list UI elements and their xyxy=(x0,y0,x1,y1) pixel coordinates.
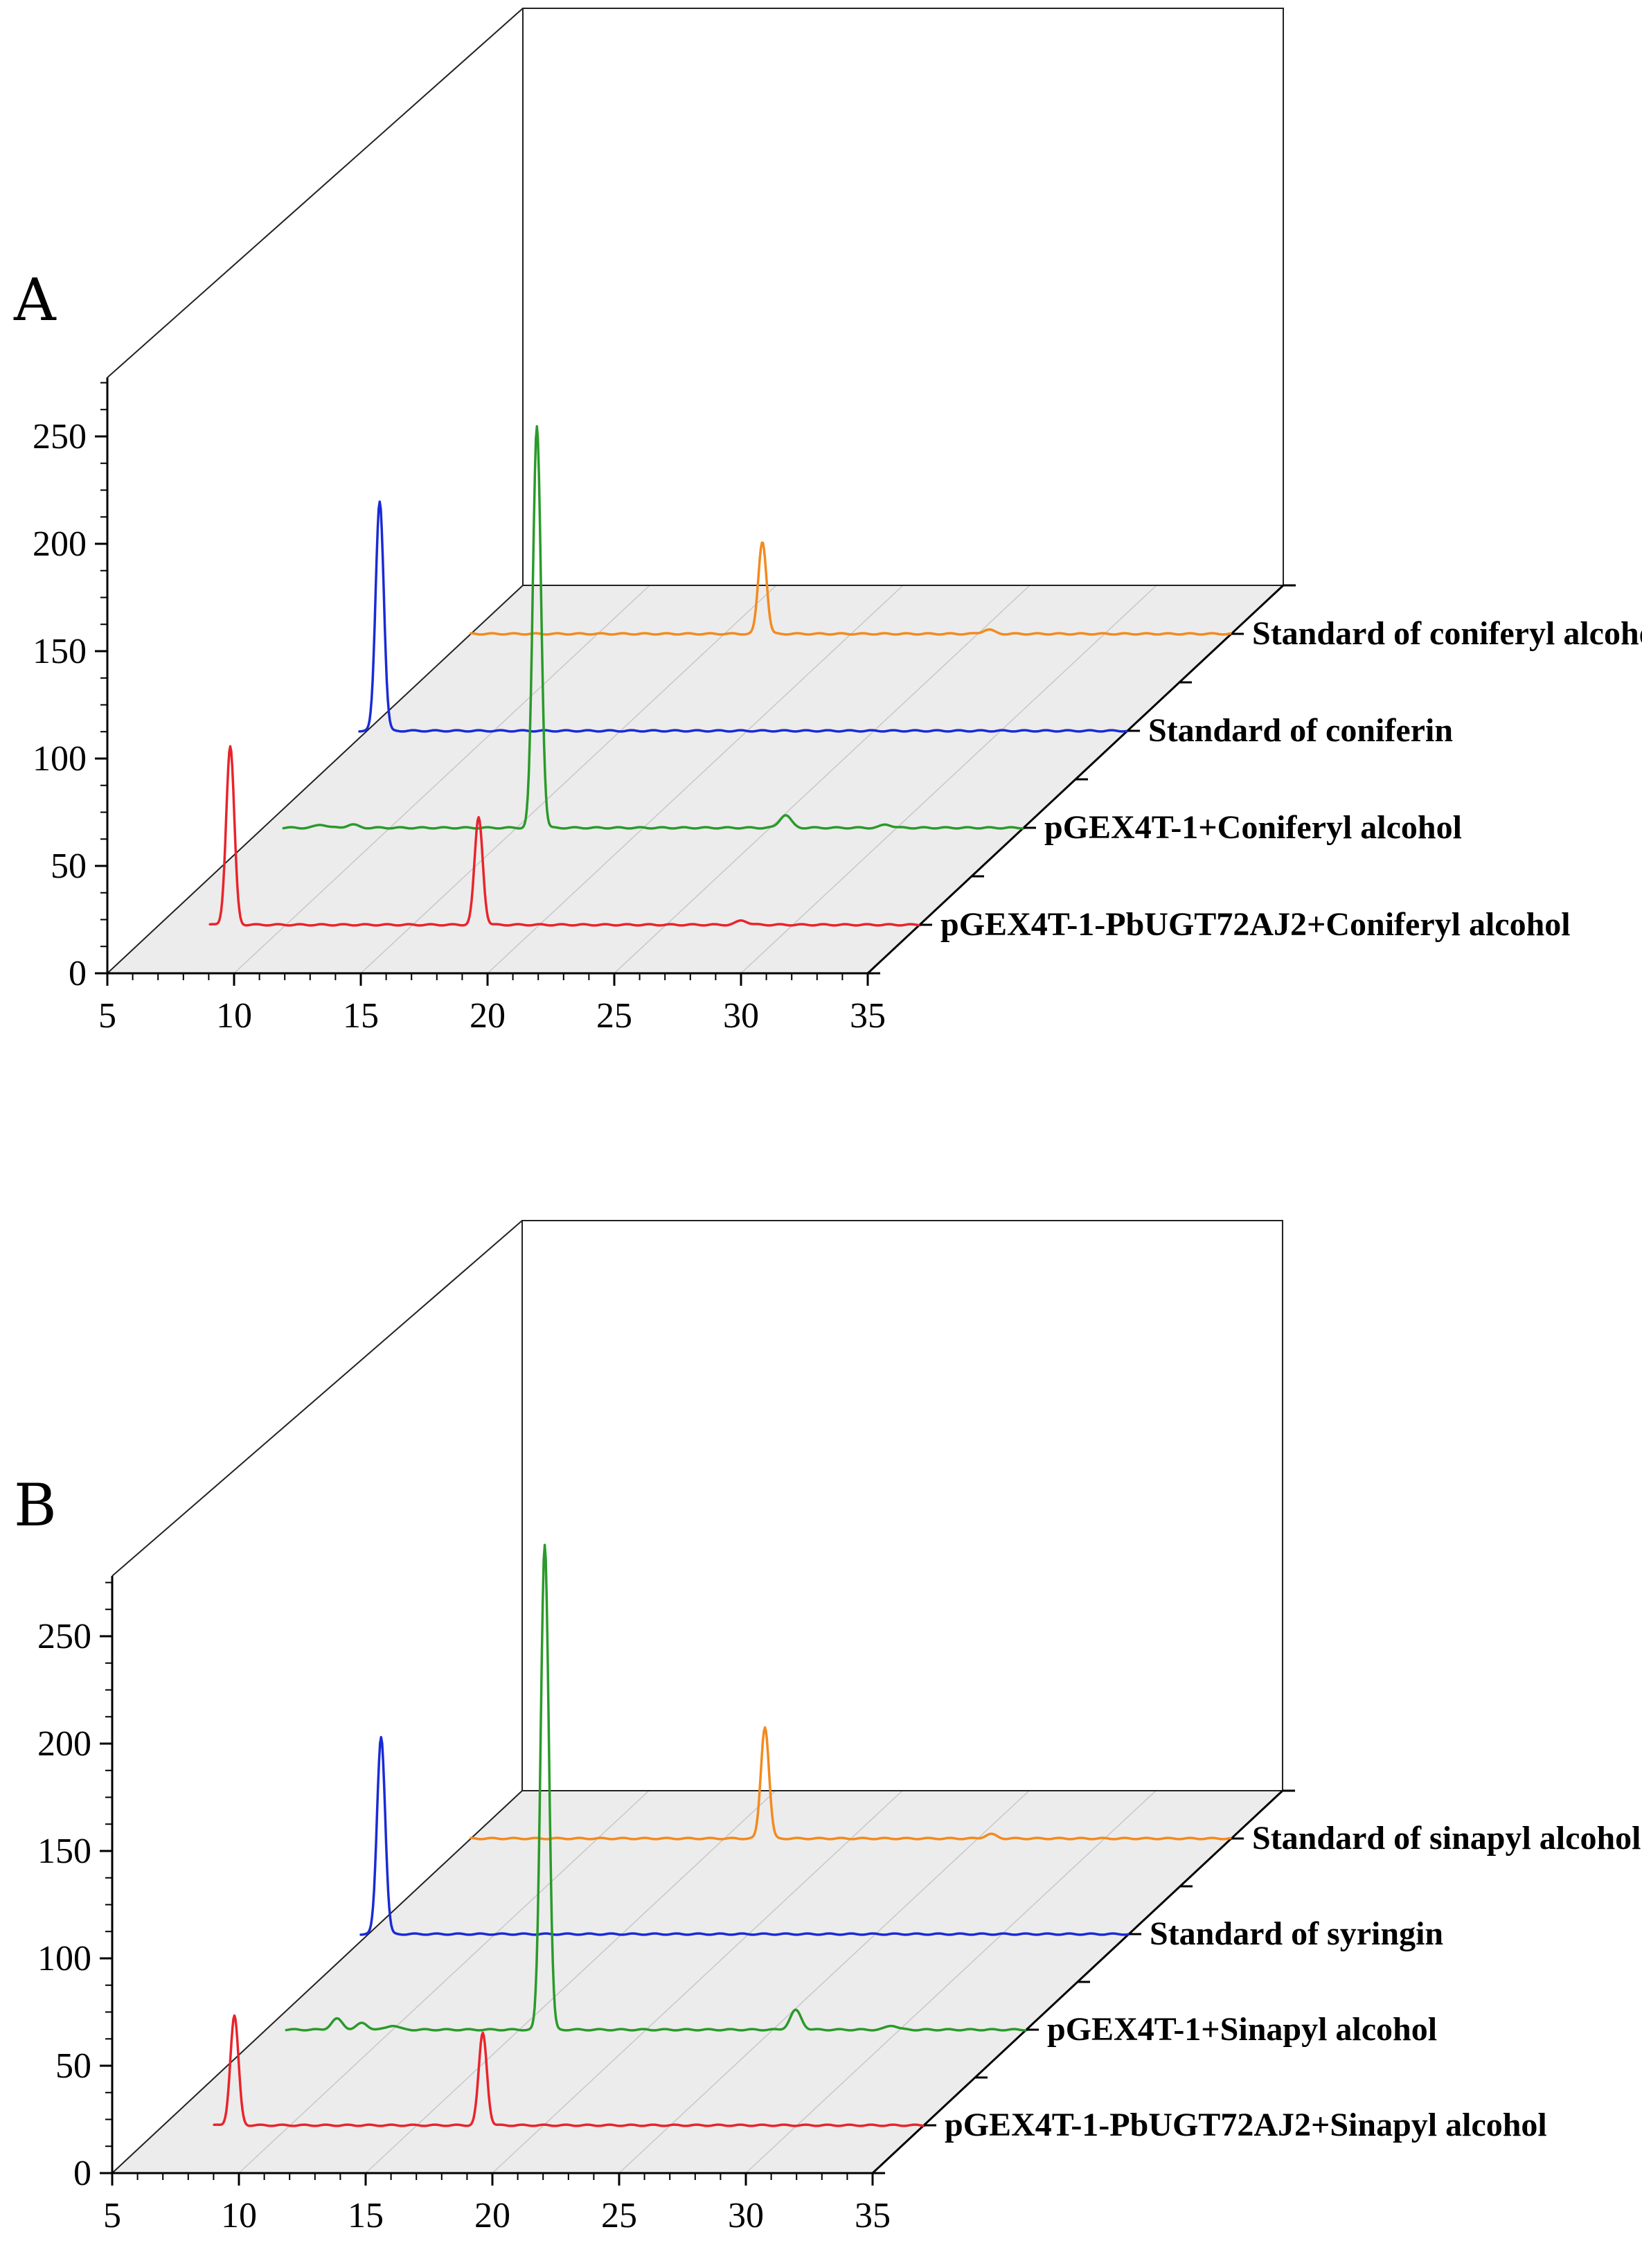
x-tick-label: 30 xyxy=(723,996,759,1036)
floor-left-edge xyxy=(107,585,524,974)
floor-gridline xyxy=(238,1790,650,2174)
series-trace xyxy=(208,745,921,927)
x-tick-label: 35 xyxy=(850,996,886,1036)
panel-a-chart: A 0 50 100 150 200 250 5 10 15 20 25 30 35 pGEX4T-1-P… xyxy=(13,8,1642,1036)
series-label: pGEX4T-1+Coniferyl alcohol xyxy=(1044,809,1462,846)
panel-b-letter: B xyxy=(14,1471,57,1539)
y-tick-label: 100 xyxy=(37,1939,91,1978)
floor-gridline xyxy=(614,585,1030,974)
x-tick-label: 30 xyxy=(728,2196,764,2235)
floor-gridline xyxy=(233,585,650,974)
series-trace xyxy=(282,425,1025,830)
y-tick-label: 50 xyxy=(55,2046,91,2086)
x-tick-label: 15 xyxy=(348,2196,384,2235)
y-tick-label: 150 xyxy=(37,1832,91,1871)
side-wall-edge xyxy=(111,1220,523,1577)
floor-gridline xyxy=(618,1790,1030,2174)
y-tick-label: 0 xyxy=(69,954,87,993)
series-trace xyxy=(358,500,1129,733)
y-tick-label: 200 xyxy=(33,524,87,564)
x-tick-label: 25 xyxy=(601,2196,637,2235)
x-tick-label: 20 xyxy=(470,996,506,1036)
series-label: pGEX4T-1-PbUGT72AJ2+Sinapyl alcohol xyxy=(945,2107,1547,2143)
series-label: Standard of sinapyl alcohol xyxy=(1252,1820,1641,1857)
series-label: Standard of coniferin xyxy=(1148,712,1453,749)
panel-a-letter: A xyxy=(13,266,57,334)
y-tick-label: 150 xyxy=(33,632,87,671)
y-tick-label: 250 xyxy=(33,417,87,457)
series-trace xyxy=(213,2014,925,2127)
x-tick-label: 10 xyxy=(216,996,252,1036)
series-label: Standard of syringin xyxy=(1150,1915,1443,1952)
y-tick-label: 250 xyxy=(37,1617,91,1656)
panel-b-chart: B 0 50 100 150 200 250 5 10 15 20 25 30 35 pGEX4T-1-P… xyxy=(14,1220,1641,2235)
x-tick-label: 10 xyxy=(221,2196,257,2235)
floor-gridline xyxy=(740,585,1157,974)
back-wall xyxy=(522,8,1284,585)
series-trace xyxy=(470,1726,1233,1841)
series-trace xyxy=(285,1543,1028,2032)
floor-gridline xyxy=(365,1790,776,2174)
floor-gridline xyxy=(492,1790,903,2174)
floor-left-edge xyxy=(111,1790,523,2174)
x-tick-label: 15 xyxy=(343,996,379,1036)
y-tick-label: 200 xyxy=(37,1724,91,1764)
side-wall-edge xyxy=(107,8,524,378)
series-label: Standard of coniferyl alcohol xyxy=(1252,615,1642,652)
x-tick-label: 20 xyxy=(474,2196,510,2235)
x-tick-label: 25 xyxy=(596,996,632,1036)
x-tick-label: 5 xyxy=(98,996,116,1036)
back-wall xyxy=(521,1220,1283,1791)
series-label: pGEX4T-1-PbUGT72AJ2+Coniferyl alcohol xyxy=(940,906,1571,943)
y-tick-label: 50 xyxy=(51,847,87,886)
series-trace xyxy=(359,1735,1130,1936)
floor-gridline xyxy=(360,585,777,974)
x-tick-label: 35 xyxy=(855,2196,891,2235)
y-tick-label: 100 xyxy=(33,739,87,779)
floor-gridline xyxy=(745,1790,1157,2174)
floor-gridline xyxy=(487,585,904,974)
series-label: pGEX4T-1+Sinapyl alcohol xyxy=(1047,2011,1437,2048)
x-tick-label: 5 xyxy=(103,2196,121,2235)
y-tick-label: 0 xyxy=(73,2154,91,2193)
series-trace xyxy=(470,541,1233,636)
